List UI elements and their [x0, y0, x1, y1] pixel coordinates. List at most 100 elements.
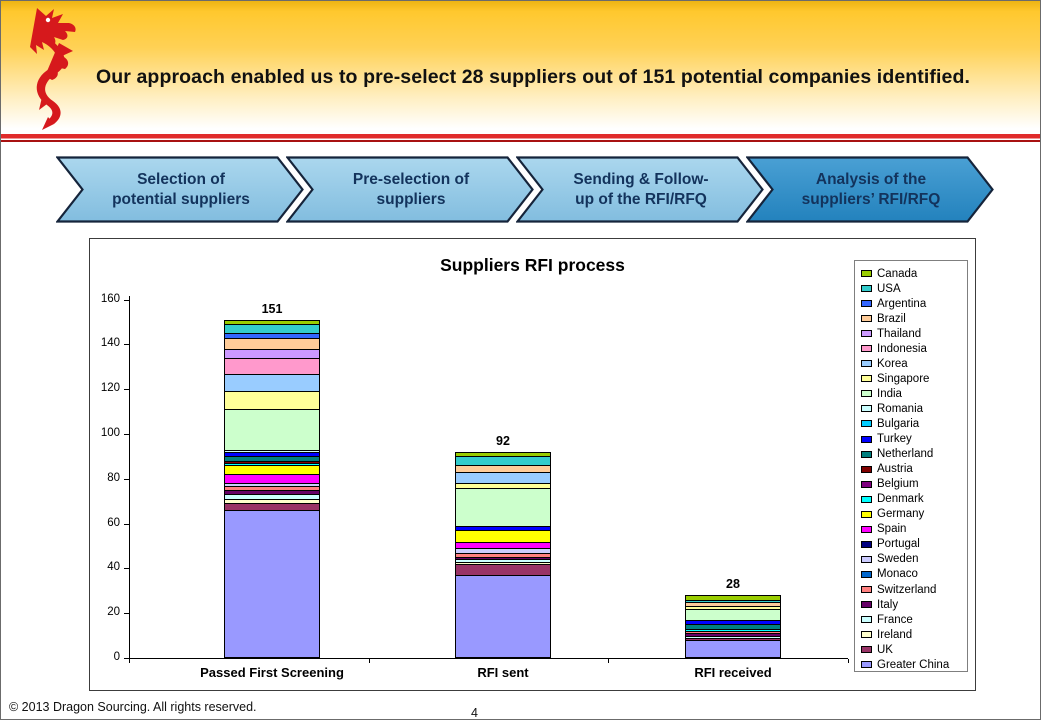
- bar-segment-france: [224, 494, 320, 499]
- legend-label: India: [877, 387, 902, 400]
- y-axis-tick: [124, 479, 129, 480]
- bar-segment-sweden: [224, 483, 320, 486]
- legend-label: Turkey: [877, 433, 912, 446]
- legend-item-bulgaria: Bulgaria: [861, 416, 967, 431]
- y-axis-tick-label: 80: [107, 472, 120, 484]
- bar-total-label: 92: [496, 434, 510, 448]
- stacked-bar-3: [685, 595, 781, 658]
- chevron-shape-icon: [516, 156, 764, 223]
- page-number: 4: [471, 706, 478, 720]
- legend-item-india: India: [861, 386, 967, 401]
- process-step-label-line: up of the RFI/RFQ: [575, 190, 707, 208]
- bar-segment-denmark: [685, 629, 781, 631]
- bar-segment-turkey: [685, 620, 781, 624]
- x-axis-tick: [848, 659, 849, 663]
- legend-item-uk: UK: [861, 642, 967, 657]
- legend-label: Belgium: [877, 478, 919, 491]
- slide-header: Our approach enabled us to pre-select 28…: [1, 1, 1040, 134]
- x-axis-category-label: RFI sent: [477, 665, 529, 680]
- legend-label: Brazil: [877, 312, 906, 325]
- legend-label: Korea: [877, 357, 908, 370]
- bar-segment-netherland: [685, 624, 781, 629]
- bar-segment-denmark: [224, 463, 320, 465]
- legend-item-canada: Canada: [861, 266, 967, 281]
- x-axis-tick: [129, 659, 130, 663]
- bar-segment-canada: [455, 452, 551, 456]
- bar-segment-usa: [685, 600, 781, 602]
- legend-color-chip: [861, 510, 872, 518]
- copyright-text: © 2013 Dragon Sourcing. All rights reser…: [9, 700, 257, 714]
- legend-color-chip: [861, 405, 872, 413]
- bar-segment-germany: [224, 465, 320, 474]
- legend-item-indonesia: Indonesia: [861, 341, 967, 356]
- legend-color-chip: [861, 270, 872, 278]
- dragon-logo-icon: [30, 8, 76, 130]
- legend-label: Denmark: [877, 493, 924, 506]
- bar-segment-singapore: [455, 483, 551, 488]
- y-axis-tick: [124, 613, 129, 614]
- bar-segment-singapore: [685, 606, 781, 609]
- bar-segment-india: [455, 488, 551, 526]
- bar-segment-romania: [224, 450, 320, 452]
- legend-label: France: [877, 613, 913, 626]
- y-axis-tick: [124, 434, 129, 435]
- y-axis-tick-label: 160: [100, 293, 120, 305]
- bar-segment-greater-china: [455, 575, 551, 658]
- legend-color-chip: [861, 390, 872, 398]
- y-axis-tick-label: 0: [113, 651, 120, 663]
- x-axis-tick: [608, 659, 609, 663]
- legend-item-greater-china: Greater China: [861, 657, 967, 671]
- legend-color-chip: [861, 300, 872, 308]
- bar-segment-italy: [455, 557, 551, 559]
- bar-segment-austria: [224, 461, 320, 463]
- process-step-4: Analysis of the suppliers’ RFI/RFQ: [746, 156, 994, 223]
- legend-color-chip: [861, 420, 872, 428]
- process-step-2: Pre-selection of suppliers: [286, 156, 534, 223]
- bar-segment-brazil: [224, 338, 320, 349]
- legend-color-chip: [861, 601, 872, 609]
- x-axis-tick: [369, 659, 370, 663]
- process-step-label: Sending & Follow-up of the RFI/RFQ: [544, 156, 738, 223]
- legend-label: Canada: [877, 267, 918, 280]
- chart-container: Suppliers RFI process 0 20 40 60 80 100 120 140…: [89, 238, 976, 691]
- legend-color-chip: [861, 661, 872, 669]
- bar-segment-canada: [685, 595, 781, 600]
- legend-label: Austria: [877, 463, 913, 476]
- bar-segment-ireland: [224, 499, 320, 503]
- y-axis-tick: [124, 524, 129, 525]
- chevron-shape-icon: [56, 156, 304, 223]
- x-axis-category-label: Passed First Screening: [200, 665, 344, 680]
- chart-legend: Canada USA Argentina Brazil Thailand Indonesi…: [854, 260, 968, 672]
- bar-segment-brazil: [455, 465, 551, 472]
- process-step-1: Selection of potential suppliers: [56, 156, 304, 223]
- bar-segment-ireland: [455, 562, 551, 564]
- stacked-bar-1: [224, 320, 320, 658]
- legend-color-chip: [861, 285, 872, 293]
- legend-item-argentina: Argentina: [861, 296, 967, 311]
- bar-segment-indonesia: [224, 358, 320, 374]
- bar-segment-singapore: [224, 391, 320, 409]
- legend-item-belgium: Belgium: [861, 477, 967, 492]
- legend-item-brazil: Brazil: [861, 311, 967, 326]
- legend-item-singapore: Singapore: [861, 371, 967, 386]
- legend-color-chip: [861, 555, 872, 563]
- legend-label: Switzerland: [877, 583, 937, 596]
- legend-item-italy: Italy: [861, 597, 967, 612]
- y-axis-tick-label: 140: [100, 337, 120, 349]
- bar-segment-germany: [455, 530, 551, 542]
- legend-item-spain: Spain: [861, 522, 967, 537]
- legend-label: Portugal: [877, 538, 920, 551]
- chart-title: Suppliers RFI process: [440, 255, 625, 275]
- legend-color-chip: [861, 631, 872, 639]
- process-step-label: Analysis of the suppliers’ RFI/RFQ: [774, 156, 968, 223]
- bar-segment-korea: [455, 472, 551, 483]
- y-axis: [129, 296, 130, 659]
- y-axis-tick: [124, 300, 129, 301]
- y-axis-tick: [124, 344, 129, 345]
- bar-segment-korea: [224, 374, 320, 391]
- bar-segment-usa: [455, 456, 551, 465]
- legend-color-chip: [861, 375, 872, 383]
- process-step-label-line: Analysis of the: [815, 170, 927, 188]
- legend-color-chip: [861, 465, 872, 473]
- legend-item-ireland: Ireland: [861, 627, 967, 642]
